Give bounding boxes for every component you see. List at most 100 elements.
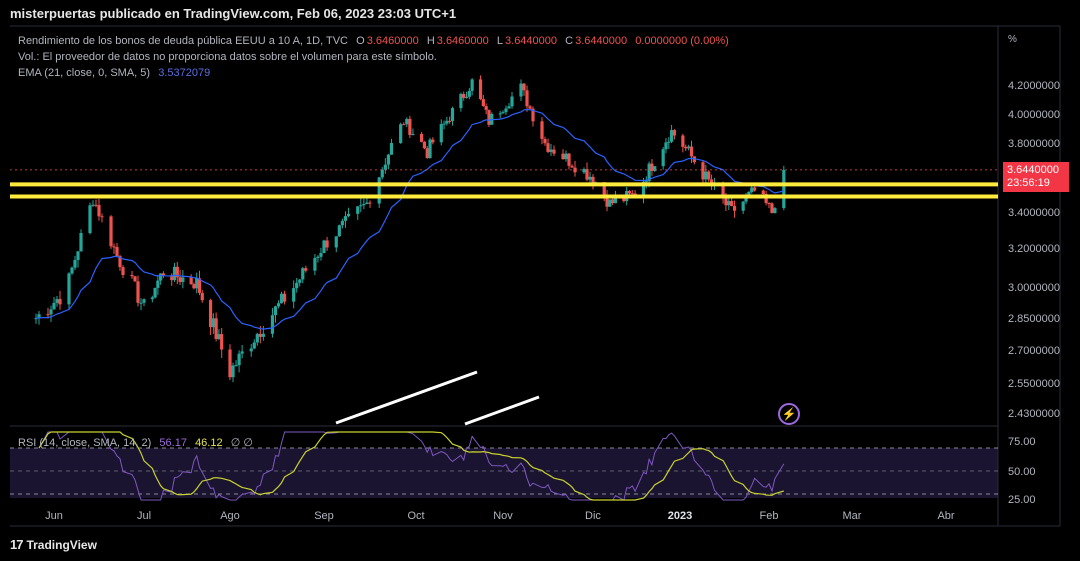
candle-body xyxy=(195,278,199,289)
candle-body xyxy=(724,198,728,206)
candle-body xyxy=(91,204,95,206)
tradingview-brand[interactable]: 17 TradingView xyxy=(10,537,97,552)
candle-body xyxy=(356,206,360,214)
candle-body xyxy=(687,146,691,149)
candle-body xyxy=(442,123,446,125)
candle-body xyxy=(689,146,694,157)
candle-body xyxy=(34,318,38,320)
candle-body xyxy=(301,268,305,280)
time-tick-label: Sep xyxy=(314,510,334,522)
last-price-box: 3.6440000 23:56:19 xyxy=(1003,162,1069,192)
symbol-name: Rendimiento de los bonos de deuda públic… xyxy=(18,35,348,47)
time-tick-label: Feb xyxy=(760,510,779,522)
tradingview-logo-icon: 17 xyxy=(10,537,24,552)
candle-body xyxy=(377,177,381,204)
candle-body xyxy=(52,302,56,310)
candle-body xyxy=(231,365,235,378)
candle-body xyxy=(362,204,366,206)
rsi-sma-value: 46.12 xyxy=(195,437,223,449)
candle-body xyxy=(319,253,323,257)
low-label: L xyxy=(496,35,504,47)
rsi-label: RSI (14, close, SMA, 14, 2) xyxy=(18,437,152,449)
candle-body xyxy=(346,213,351,217)
candle-body xyxy=(258,333,262,337)
price-tick-label: 3.4000000 xyxy=(1008,207,1060,219)
candle-body xyxy=(464,96,469,98)
candle-body xyxy=(707,171,711,180)
candle-body xyxy=(525,90,529,107)
candle-body xyxy=(622,197,626,202)
candle-body xyxy=(178,277,182,282)
candle-body xyxy=(487,109,491,125)
candle-body xyxy=(279,293,284,304)
price-tick-label: 3.8000000 xyxy=(1008,138,1060,150)
candle-body xyxy=(669,130,674,142)
rsi-tick-label: 75.00 xyxy=(1008,436,1036,448)
candle-body xyxy=(295,282,299,289)
candle-body xyxy=(252,342,256,349)
candle-body xyxy=(142,299,146,303)
candle-body xyxy=(58,299,62,305)
candle-body xyxy=(641,181,646,199)
candle-body xyxy=(730,201,734,207)
candle-body xyxy=(741,201,745,211)
candle-body xyxy=(564,153,568,160)
candle-body xyxy=(112,246,116,248)
candle-body xyxy=(420,133,424,142)
candle-body xyxy=(234,365,238,367)
candle-body xyxy=(764,194,768,204)
time-tick-label: Dic xyxy=(585,510,601,522)
rsi-tick-label: 50.00 xyxy=(1008,466,1036,478)
candle-body xyxy=(88,205,92,234)
candle-body xyxy=(136,281,140,303)
candle-body xyxy=(591,176,595,184)
lightning-bolt-icon[interactable]: ⚡ xyxy=(778,403,800,425)
volume-note: Vol.: El proveedor de datos no proporcio… xyxy=(18,51,437,63)
candle-body xyxy=(67,273,71,305)
candle-body xyxy=(484,106,488,110)
candle-body xyxy=(273,306,278,316)
candle-body xyxy=(337,225,341,237)
candle-body xyxy=(570,165,574,168)
publish-header: misterpuertas publicado en TradingView.c… xyxy=(10,6,457,21)
ema-value: 3.5372079 xyxy=(158,67,211,79)
candle-body xyxy=(552,149,556,154)
candle-body xyxy=(408,118,412,135)
candle-body xyxy=(153,287,157,298)
time-tick-label: Oct xyxy=(407,510,424,522)
candle-body xyxy=(478,79,483,100)
candle-body xyxy=(402,124,406,126)
candle-body xyxy=(501,112,505,114)
candle-body xyxy=(76,251,80,260)
rsi-line xyxy=(38,431,785,501)
candle-body xyxy=(159,273,163,281)
candle-body xyxy=(197,278,202,293)
drawn-trendline xyxy=(464,395,540,426)
candle-body xyxy=(582,169,586,173)
ema-legend: EMA (21, close, 0, SMA, 5) 3.5372079 xyxy=(18,67,212,79)
candle-body xyxy=(389,142,394,155)
price-tick-label: 2.5500000 xyxy=(1008,378,1060,390)
candle-body xyxy=(459,93,463,109)
price-tick-label: 2.7000000 xyxy=(1008,345,1060,357)
candle-body xyxy=(504,108,508,113)
candle-body xyxy=(214,318,218,340)
candle-body xyxy=(73,259,77,268)
candle-body xyxy=(519,83,523,97)
candle-body xyxy=(684,146,688,149)
candle-body xyxy=(380,169,384,178)
candle-body xyxy=(192,284,196,289)
candle-body xyxy=(94,204,98,206)
candle-body xyxy=(249,348,253,352)
candle-body xyxy=(270,315,275,334)
low-value: 3.6440000 xyxy=(505,35,558,47)
rsi-extra: ∅ ∅ xyxy=(230,437,253,449)
candle-body xyxy=(217,334,221,340)
candle-body xyxy=(255,333,259,343)
candle-body xyxy=(650,163,654,171)
time-tick-label: Mar xyxy=(843,510,862,522)
candle-body xyxy=(481,99,485,107)
candle-body xyxy=(782,169,786,209)
drawn-trendline xyxy=(335,370,478,425)
